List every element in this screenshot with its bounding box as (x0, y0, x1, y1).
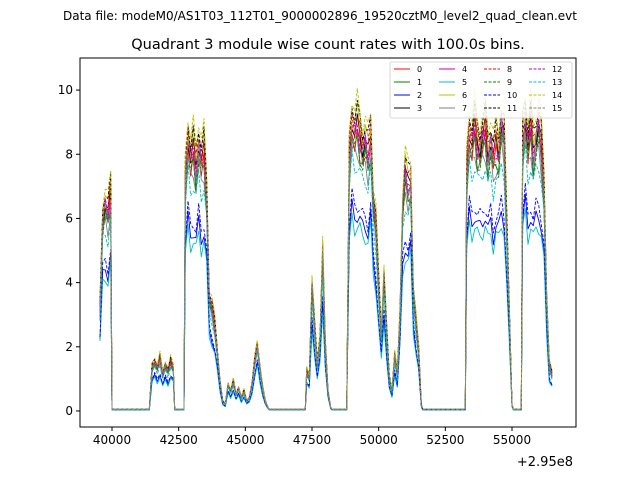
legend-label-9: 9 (507, 78, 512, 87)
y-tick-label: 8 (65, 147, 73, 161)
series-line-5 (99, 208, 553, 411)
legend-label-8: 8 (507, 65, 512, 74)
x-tick-label: 47500 (293, 433, 331, 447)
x-tick-label: 50000 (360, 433, 398, 447)
legend-label-3: 3 (417, 104, 422, 113)
legend-label-11: 11 (507, 104, 517, 113)
plot-lines (99, 88, 553, 411)
series-line-15 (99, 117, 553, 410)
chart-title: Quadrant 3 module wise count rates with … (131, 37, 525, 53)
legend-frame (389, 61, 573, 119)
y-axis: 0 2 4 6 8 10 (58, 83, 80, 418)
figure-suptitle: Data file: modeM0/AS1T03_112T01_90000028… (63, 9, 577, 23)
legend-label-14: 14 (552, 91, 562, 100)
axes-frame (79, 57, 577, 428)
x-tick-label: 52500 (426, 433, 464, 447)
y-tick-label: 0 (65, 404, 73, 418)
x-tick-label: 40000 (93, 433, 131, 447)
x-offset-label: +2.95e8 (517, 455, 573, 470)
y-tick-label: 6 (65, 211, 73, 225)
legend-label-12: 12 (552, 65, 562, 74)
legend-label-2: 2 (417, 91, 422, 100)
legend-label-6: 6 (462, 91, 467, 100)
legend-label-5: 5 (462, 78, 467, 87)
y-tick-label: 10 (58, 83, 73, 97)
legend-label-1: 1 (417, 78, 422, 87)
y-tick-label: 2 (65, 340, 73, 354)
legend-label-7: 7 (462, 104, 467, 113)
x-tick-label: 42500 (160, 433, 198, 447)
legend-label-15: 15 (552, 104, 562, 113)
x-tick-label: 45000 (226, 433, 264, 447)
legend-label-13: 13 (552, 78, 562, 87)
x-tick-label: 55000 (493, 433, 531, 447)
legend-label-0: 0 (417, 65, 422, 74)
legend-label-10: 10 (507, 91, 517, 100)
legend-label-4: 4 (462, 65, 467, 74)
y-tick-label: 4 (65, 276, 73, 290)
x-axis: 40000 42500 45000 47500 50000 52500 55000 (93, 427, 531, 447)
